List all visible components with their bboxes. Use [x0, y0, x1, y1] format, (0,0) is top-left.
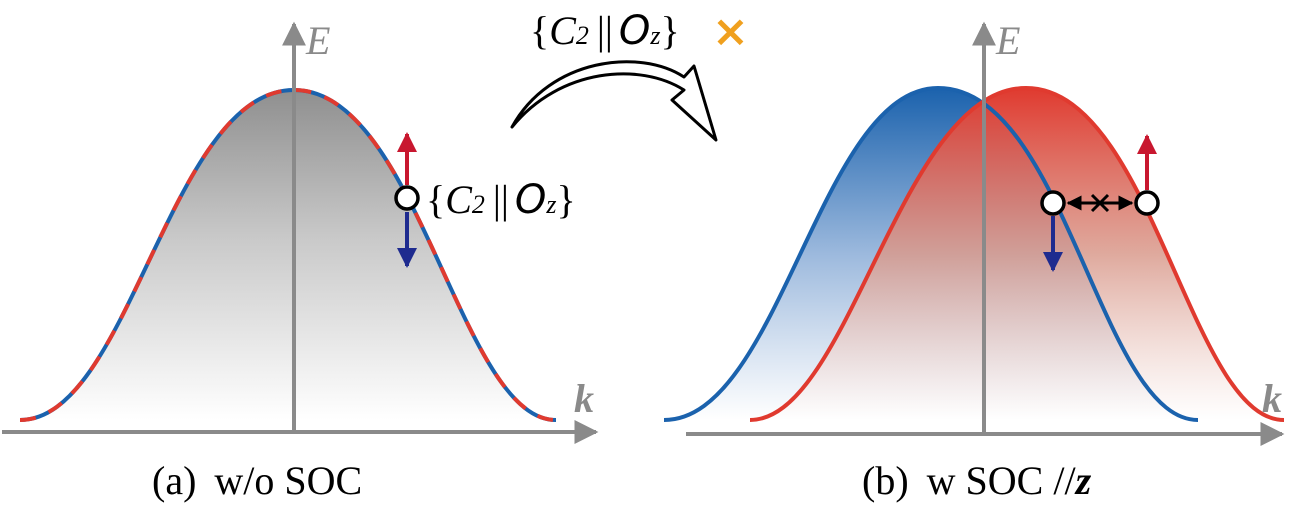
panel-b-blue-state-marker — [1040, 190, 1066, 216]
transform-arrow-group: {C2 || Oz} × — [510, 6, 749, 142]
panel-a-caption: (a) w/o SOC — [152, 458, 362, 503]
panel-a-state-marker — [394, 185, 420, 211]
panel-a-k-label: k — [574, 376, 594, 421]
panel-a-band-red-dashes — [19, 87, 557, 422]
panel-b-forbidden-cross-icon — [1090, 193, 1110, 213]
transform-arrow — [510, 60, 718, 142]
broken-symmetry-cross-icon: × — [712, 6, 749, 57]
panel-b-caption: (b) w SOC //z — [862, 458, 1092, 503]
transform-symmetry-label: {C2 || Oz} — [530, 8, 680, 54]
panel-a-e-label: E — [305, 18, 330, 63]
panel-b-red-band — [749, 85, 1285, 422]
panel-b-red-band-fill — [750, 88, 1284, 420]
panel-a: E k {C2 || Oz} (a) w/o SOC — [2, 18, 599, 503]
panel-b-blue-band — [663, 85, 1199, 422]
panel-a-band-fill — [20, 90, 556, 420]
panel-b: E k (b) w SOC //z — [663, 18, 1285, 503]
panel-b-k-label: k — [1262, 376, 1282, 421]
panel-a-symmetry-label: {C2 || Oz} — [426, 177, 576, 223]
panel-b-red-state-marker — [1134, 190, 1160, 216]
panel-b-e-label: E — [995, 18, 1020, 63]
